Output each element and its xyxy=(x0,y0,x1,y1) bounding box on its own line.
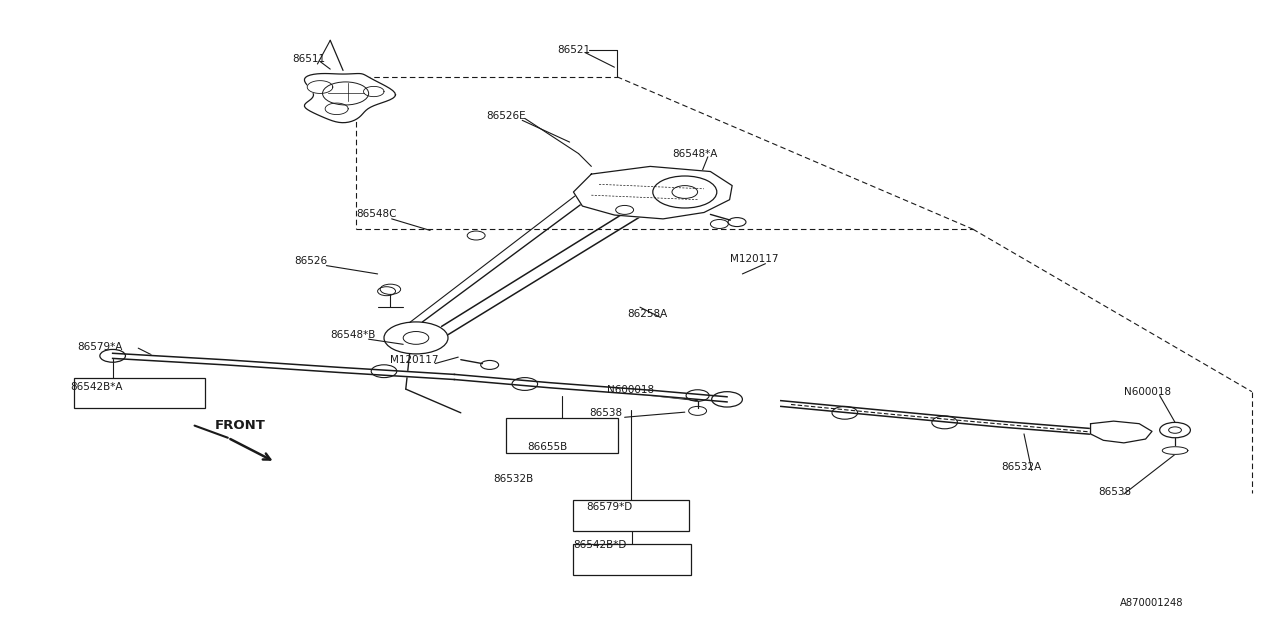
Text: 86521: 86521 xyxy=(557,45,590,55)
Text: 86542B*A: 86542B*A xyxy=(70,382,123,392)
Text: 86532A: 86532A xyxy=(1001,462,1041,472)
Text: FRONT: FRONT xyxy=(215,419,266,432)
Polygon shape xyxy=(113,353,454,380)
Text: 86548C: 86548C xyxy=(356,209,397,220)
Text: A870001248: A870001248 xyxy=(1120,598,1184,608)
Polygon shape xyxy=(454,374,727,402)
Text: M120117: M120117 xyxy=(730,254,778,264)
Polygon shape xyxy=(325,103,348,115)
Text: 86548*B: 86548*B xyxy=(330,330,375,340)
Polygon shape xyxy=(307,81,333,93)
Bar xyxy=(74,378,205,408)
Text: 86511: 86511 xyxy=(292,54,325,64)
Text: 86542B*D: 86542B*D xyxy=(573,540,627,550)
Bar xyxy=(573,544,691,575)
Polygon shape xyxy=(1162,447,1188,454)
Text: 86526: 86526 xyxy=(294,256,328,266)
Polygon shape xyxy=(364,86,384,97)
Text: 86579*D: 86579*D xyxy=(586,502,632,512)
Text: 86579*A: 86579*A xyxy=(77,342,122,352)
Text: 86526E: 86526E xyxy=(486,111,526,122)
Text: 86538: 86538 xyxy=(1098,486,1132,497)
Text: 86655B: 86655B xyxy=(527,442,567,452)
Bar xyxy=(506,418,618,453)
Text: 86532B: 86532B xyxy=(493,474,532,484)
Polygon shape xyxy=(781,401,1094,435)
Text: 86258A: 86258A xyxy=(627,308,667,319)
Polygon shape xyxy=(305,74,396,123)
Text: N600018: N600018 xyxy=(1124,387,1171,397)
Text: M120117: M120117 xyxy=(390,355,439,365)
Text: 86538: 86538 xyxy=(589,408,622,418)
Text: N600018: N600018 xyxy=(607,385,654,396)
Polygon shape xyxy=(573,166,732,219)
Bar xyxy=(573,500,689,531)
Text: 86548*A: 86548*A xyxy=(672,148,717,159)
Polygon shape xyxy=(1091,421,1152,443)
